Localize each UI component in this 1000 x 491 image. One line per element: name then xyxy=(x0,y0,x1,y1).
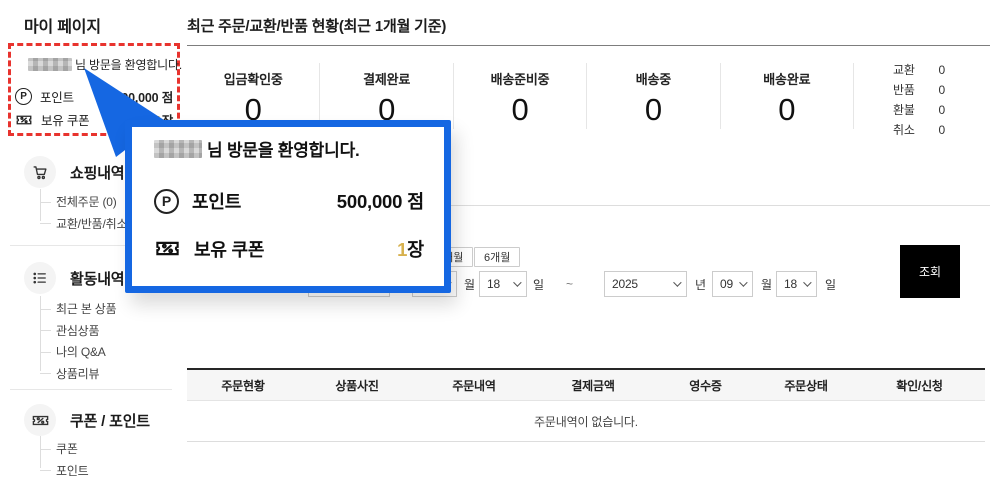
sidebar-welcome: 님 방문을 환영합니다. xyxy=(28,56,182,73)
chevron-down-icon xyxy=(513,278,522,287)
search-button[interactable]: 조회 xyxy=(900,245,960,298)
coupon-count: 1 xyxy=(397,238,408,260)
sidebar-item-all-orders[interactable]: 전체주문 (0) xyxy=(40,191,182,213)
points-value: 500,000 점 xyxy=(114,91,174,105)
col-confirm-request: 확인/신청 xyxy=(896,378,943,393)
status-deposit-pending: 입금확인중 0 xyxy=(223,72,283,127)
to-month-select[interactable]: 09 xyxy=(712,271,753,297)
section-items: 쿠폰 포인트 xyxy=(40,436,182,482)
divider xyxy=(187,45,990,46)
empty-orders-message: 주문내역이 없습니다. xyxy=(187,401,985,442)
section-title: 활동내역 xyxy=(70,270,125,288)
sidebar-item-recent-products[interactable]: 최근 본 상품 xyxy=(40,298,182,320)
welcome-text: 님 방문을 환영합니다. xyxy=(75,58,182,72)
col-order-state: 주문상태 xyxy=(784,378,828,393)
date-range-separator: ~ xyxy=(566,277,573,291)
points-value: 500,000 점 xyxy=(336,191,424,212)
order-status-row: 입금확인중 0 결제완료 0 배송준비중 0 배송중 0 배송완료 0 xyxy=(187,63,854,129)
col-order-details: 주문내역 xyxy=(452,378,496,393)
sidebar-section-activity: 활동내역 최근 본 상품 관심상품 나의 Q&A 상품리뷰 xyxy=(0,262,182,384)
status-preparing-shipment: 배송준비중 0 xyxy=(452,63,586,129)
points-label: 포인트 xyxy=(192,192,242,212)
col-order-status: 주문현황 xyxy=(221,378,265,393)
orders-table: 주문현황 상품사진 주문내역 결제금액 영수증 주문상태 확인/신청 주문내역이… xyxy=(187,368,985,442)
section-title: 쿠폰 / 포인트 xyxy=(70,412,150,430)
page-title: 마이 페이지 xyxy=(24,19,101,36)
magnified-callout: 님 방문을 환영합니다. P 포인트 500,000 점 보유 쿠폰 1장 xyxy=(125,120,451,293)
sidebar-item-coupon[interactable]: 쿠폰 xyxy=(40,438,182,460)
sidebar-item-wishlist[interactable]: 관심상품 xyxy=(40,320,182,342)
claims-summary: 교환 0 반품 0 환불 0 취소 0 xyxy=(893,60,945,140)
col-receipt: 영수증 xyxy=(689,378,722,393)
from-month-label: 월 xyxy=(464,277,475,292)
coupon-icon xyxy=(24,404,56,436)
point-icon: P xyxy=(154,188,179,214)
cart-icon xyxy=(24,156,56,188)
from-day-label: 일 xyxy=(533,277,544,292)
sidebar-divider xyxy=(10,389,172,390)
list-icon xyxy=(24,262,56,294)
to-year-select[interactable]: 2025 xyxy=(604,271,687,297)
summary-return: 반품 0 xyxy=(893,83,945,97)
callout-welcome: 님 방문을 환영합니다. xyxy=(154,136,424,161)
coupon-label: 보유 쿠폰 xyxy=(41,114,90,128)
summary-cancel: 취소 0 xyxy=(893,123,945,137)
from-day-select[interactable]: 18 xyxy=(479,271,527,297)
divider xyxy=(187,205,990,206)
sidebar-section-shopping: 쇼핑내역 전체주문 (0) 교환/반품/취소 (0) xyxy=(0,156,182,234)
coupon-unit: 장 xyxy=(407,238,424,260)
status-delivered: 배송완료 0 xyxy=(719,63,853,129)
section-items: 최근 본 상품 관심상품 나의 Q&A 상품리뷰 xyxy=(40,296,182,385)
sidebar-points-row: P 포인트 500,000 점 xyxy=(15,87,173,106)
to-day-label: 일 xyxy=(825,277,836,292)
summary-exchange: 교환 0 xyxy=(893,63,945,77)
status-payment-complete: 결제완료 0 xyxy=(319,63,452,129)
to-year-label: 년 xyxy=(695,277,706,292)
sidebar-section-coupon-points: 쿠폰 / 포인트 쿠폰 포인트 xyxy=(0,404,182,481)
sidebar-section-activity-header[interactable]: 활동내역 xyxy=(0,262,182,294)
coupon-label: 보유 쿠폰 xyxy=(194,239,265,260)
chevron-down-icon xyxy=(739,278,748,287)
coupon-icon xyxy=(16,115,32,124)
sidebar-section-coupon-points-header[interactable]: 쿠폰 / 포인트 xyxy=(0,404,182,436)
sidebar-divider xyxy=(10,245,172,246)
section-title: 쇼핑내역 xyxy=(70,164,125,182)
sidebar-item-points[interactable]: 포인트 xyxy=(40,460,182,482)
callout-coupons-row: 보유 쿠폰 1장 xyxy=(154,235,424,262)
period-6months-button[interactable]: 6개월 xyxy=(474,247,521,267)
section-title-recent-orders: 최근 주문/교환/반품 현황(최근 1개월 기준) xyxy=(187,18,447,35)
chevron-down-icon xyxy=(673,278,682,287)
section-items: 전체주문 (0) 교환/반품/취소 (0) xyxy=(40,189,182,235)
callout-points-row: P 포인트 500,000 점 xyxy=(154,188,424,214)
blurred-username xyxy=(28,58,72,71)
col-payment-amount: 결제금액 xyxy=(571,378,615,393)
coupon-value: 1장 xyxy=(397,236,424,262)
status-shipping: 배송중 0 xyxy=(586,63,719,129)
welcome-text: 님 방문을 환영합니다. xyxy=(207,141,360,160)
summary-refund: 환불 0 xyxy=(893,103,945,117)
sidebar-item-my-qna[interactable]: 나의 Q&A xyxy=(40,341,182,363)
to-month-label: 월 xyxy=(761,277,772,292)
point-icon: P xyxy=(15,88,32,105)
sidebar-item-product-reviews[interactable]: 상품리뷰 xyxy=(40,363,182,385)
blurred-username xyxy=(154,139,202,158)
orders-table-header: 주문현황 상품사진 주문내역 결제금액 영수증 주문상태 확인/신청 xyxy=(187,370,985,401)
coupon-icon xyxy=(156,241,179,256)
to-day-select[interactable]: 18 xyxy=(776,271,817,297)
chevron-down-icon xyxy=(803,278,812,287)
sidebar-item-exchange-return-cancel[interactable]: 교환/반품/취소 (0) xyxy=(40,213,182,235)
points-label: 포인트 xyxy=(40,91,74,105)
sidebar-section-shopping-header[interactable]: 쇼핑내역 xyxy=(0,156,182,188)
col-product-photo: 상품사진 xyxy=(335,378,379,393)
